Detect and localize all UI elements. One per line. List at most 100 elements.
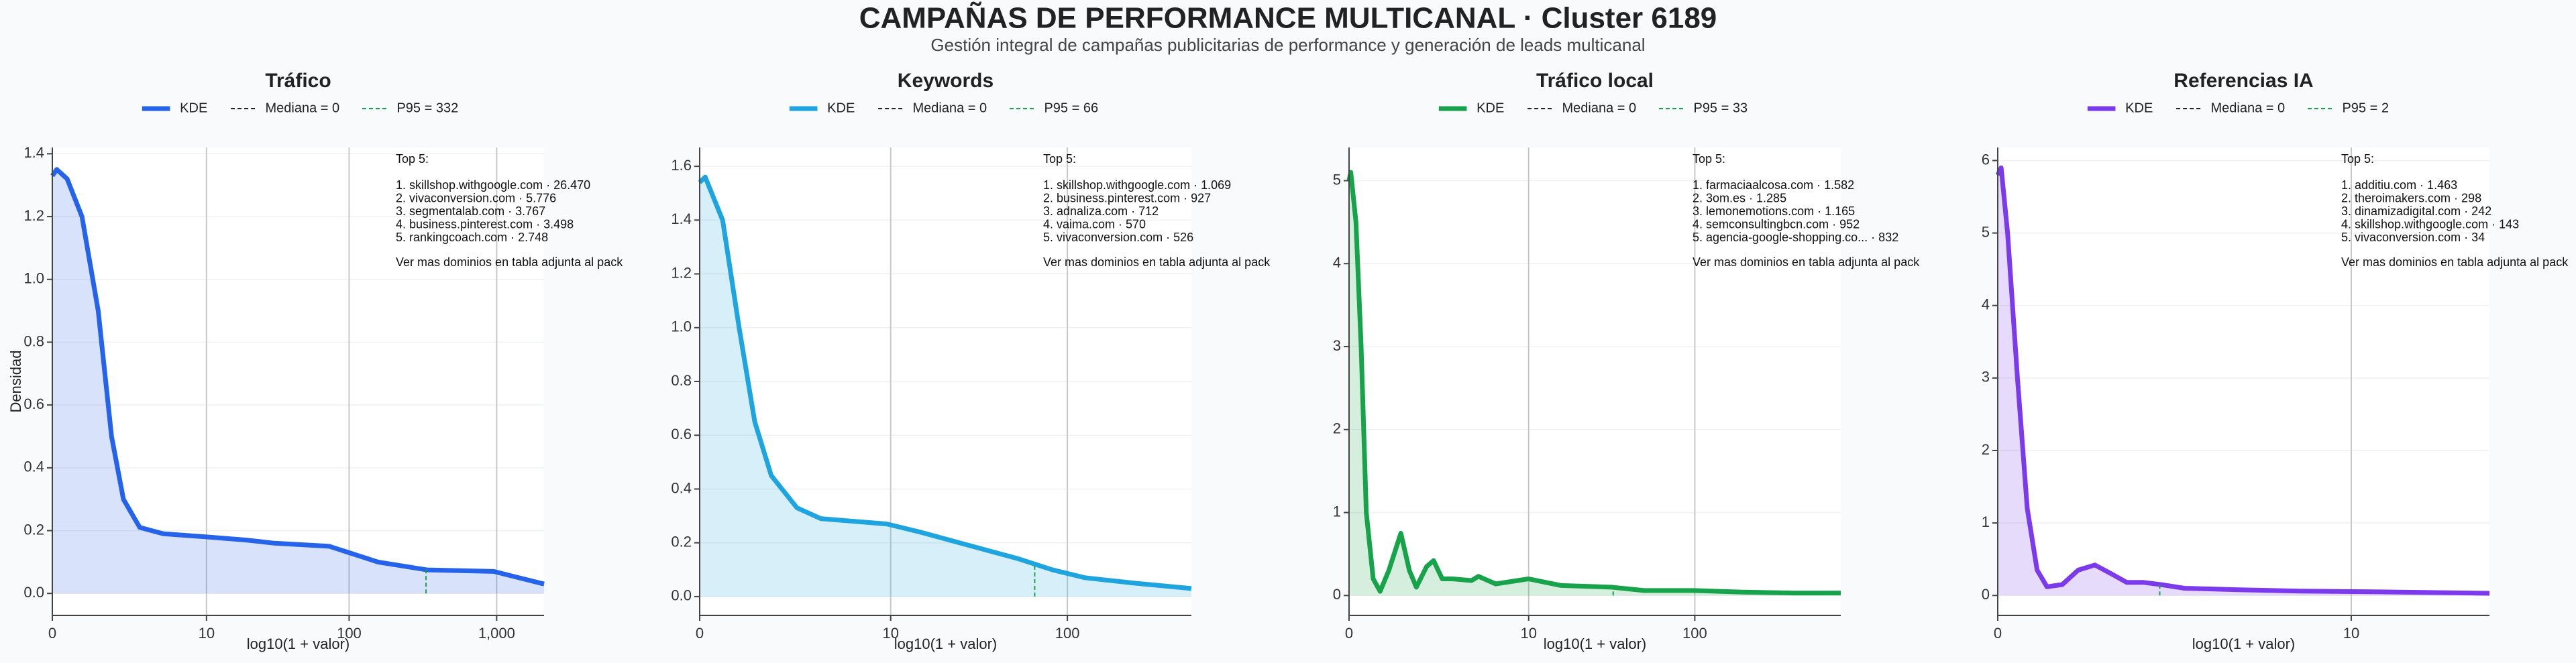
plot-area [1349,147,1841,615]
annotation-footer: Ver mas dominios en tabla adjunta al pac… [2341,255,2569,269]
kde-area [1349,172,1841,596]
y-tick-label: 0.6 [23,396,44,412]
annotation-item: 1. additiu.com · 1.463 [2341,178,2457,192]
y-tick-label: 0.4 [671,479,692,496]
y-tick-label: 0.8 [23,333,44,349]
y-tick-label: 1.2 [23,207,44,224]
kde-line [50,167,545,587]
x-tick-label: 10 [199,625,215,642]
page-title: CAMPAÑAS DE PERFORMANCE MULTICANAL · Clu… [859,1,1717,35]
annotation-item: 2. vivaconversion.com · 5.776 [396,191,556,204]
x-axis-label: log10(1 + valor) [247,636,350,652]
x-tick-label: 0 [1345,625,1353,642]
legend-label: Mediana = 0 [1562,101,1637,115]
annotation-title: Top 5: [1693,152,1725,166]
annotation-item: 2. theroimakers.com · 298 [2341,191,2481,204]
y-tick-label: 1.2 [671,264,692,281]
annotation-item: 4. semconsultingbcn.com · 952 [1693,218,1860,231]
annotation-item: 3. lemonemotions.com · 1.165 [1693,204,1855,218]
y-tick-label: 4 [1333,254,1341,271]
y-tick-label: 1.4 [23,144,44,161]
kde-area [700,177,1191,597]
y-axis-label: Densidad [7,351,24,413]
x-axis-label: log10(1 + valor) [1544,636,1646,652]
legend-label: P95 = 332 [396,101,458,115]
y-tick-label: 1.0 [671,318,692,335]
kde-area [52,169,544,594]
legend-label: P95 = 2 [2342,101,2389,115]
x-axis-label: log10(1 + valor) [2192,636,2295,652]
y-tick-label: 4 [1982,296,1990,313]
y-tick-label: 2 [1982,441,1990,458]
legend-label: KDE [827,101,855,115]
x-tick-label: 100 [337,625,362,642]
annotation-item: 3. segmentalab.com · 3.767 [396,204,545,218]
x-tick-label: 10 [2343,625,2359,642]
y-tick-label: 0.4 [23,459,44,475]
x-tick-label: 0 [48,625,56,642]
panel: Referencias IA log10(1 + valor) 0 1 2 3 4 5 6 0 10… [1982,70,2569,652]
y-tick-label: 0.0 [23,584,44,601]
annotation-footer: Ver mas dominios en tabla adjunta al pac… [1693,255,1920,269]
y-tick-label: 3 [1333,337,1341,354]
y-tick-label: 5 [1982,223,1990,240]
annotation-item: 5. agencia-google-shopping.co... · 832 [1693,231,1898,244]
annotation-item: 5. vivaconversion.com · 526 [1043,231,1193,244]
x-tick-label: 10 [1520,625,1536,642]
x-tick-label: 0 [696,625,704,642]
y-tick-label: 1 [1333,503,1341,520]
kde-line [1346,170,1841,596]
annotation-item: 1. skillshop.withgoogle.com · 1.069 [1043,178,1231,192]
annotation-item: 2. 3om.es · 1.285 [1693,191,1786,204]
panel-title: Tráfico [265,70,331,92]
annotation-title: Top 5: [396,152,429,166]
x-tick-label: 10 [882,625,898,642]
legend-label: Mediana = 0 [913,101,987,115]
annotation-item: 3. dinamizadigital.com · 242 [2341,204,2491,218]
annotation-item: 5. rankingcoach.com · 2.748 [396,231,548,244]
legend-label: P95 = 66 [1044,101,1098,115]
y-tick-label: 0 [1982,586,1990,603]
annotation-item: 4. business.pinterest.com · 3.498 [396,218,574,231]
y-tick-label: 1.0 [23,270,44,287]
y-tick-label: 0.8 [671,372,692,389]
annotation-item: 4. vaima.com · 570 [1043,218,1146,231]
y-tick-label: 3 [1982,369,1990,385]
y-tick-label: 2 [1333,420,1341,437]
panel-title: Tráfico local [1536,70,1654,92]
plot-area [1998,147,2489,615]
legend-label: KDE [2125,101,2153,115]
panel: Tráfico local log10(1 + valor) 0 1 2 3 4 5 0 10 10… [1333,70,1920,652]
page-subtitle: Gestión integral de campañas publicitari… [930,35,1645,55]
y-tick-label: 0.6 [671,426,692,442]
legend-label: KDE [1477,101,1504,115]
annotation-footer: Ver mas dominios en tabla adjunta al pac… [1043,255,1271,269]
y-tick-label: 0 [1333,586,1341,603]
annotation-item: 1. skillshop.withgoogle.com · 26.470 [396,178,590,192]
plot-area [52,147,544,615]
panel: Tráfico Densidad log10(1 + valor) 0.0 0.2 0.4… [7,70,623,652]
y-tick-label: 0.2 [671,534,692,550]
legend-label: Mediana = 0 [266,101,340,115]
annotation-item: 1. farmaciaalcosa.com · 1.582 [1693,178,1854,192]
y-tick-label: 0.2 [23,521,44,538]
x-tick-label: 100 [1055,625,1080,642]
x-tick-label: 1,000 [478,625,515,642]
legend-label: Mediana = 0 [2211,101,2286,115]
kde-line [1995,165,2490,596]
y-tick-label: 1 [1982,514,1990,530]
y-tick-label: 6 [1982,151,1990,168]
kde-line [698,174,1192,591]
panel-title: Keywords [898,70,994,92]
y-tick-label: 1.4 [671,210,692,227]
annotation-title: Top 5: [2341,152,2374,166]
x-tick-label: 0 [1994,625,2002,642]
x-tick-label: 100 [1682,625,1707,642]
legend-label: KDE [180,101,207,115]
panel-title: Referencias IA [2174,70,2313,92]
legend-label: P95 = 33 [1693,101,1748,115]
annotation-footer: Ver mas dominios en tabla adjunta al pac… [396,255,623,269]
panel: Keywords log10(1 + valor) 0.0 0.2 0.4 0.6 0.8 1… [671,70,1271,652]
annotation-item: 4. skillshop.withgoogle.com · 143 [2341,218,2519,231]
